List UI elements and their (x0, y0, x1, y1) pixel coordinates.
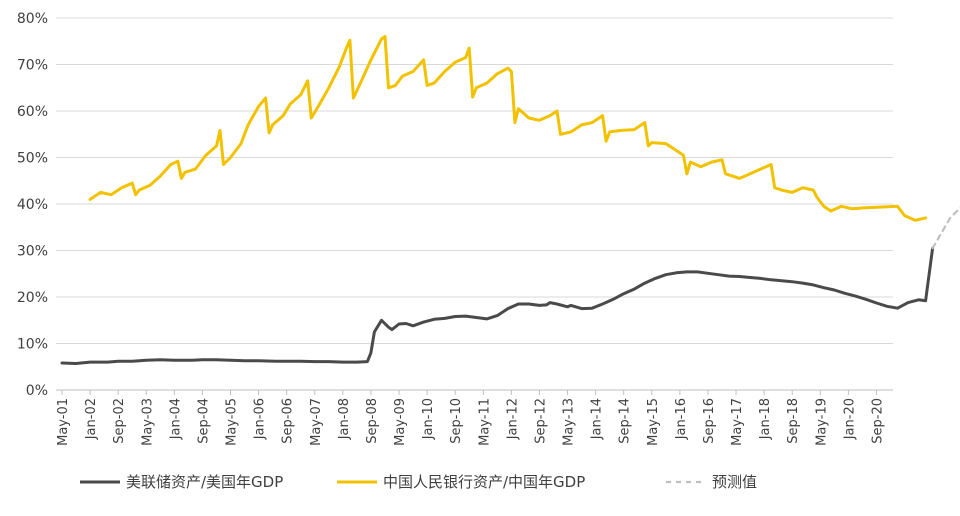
x-tick-label: Sep-08 (365, 398, 380, 444)
x-tick-label: May-07 (309, 398, 324, 446)
y-tick-label: 60% (17, 104, 48, 120)
x-tick-label: Sep-14 (618, 398, 633, 444)
gridlines (56, 17, 893, 391)
y-tick-label: 70% (17, 58, 48, 74)
x-tick-label: May-09 (393, 398, 408, 446)
legend: 美联储资产/美国年GDP 中国人民银行资产/中国年GDP 预测值 (80, 473, 757, 491)
x-tick-label: Sep-04 (196, 398, 211, 444)
x-tick-label: Sep-10 (449, 398, 464, 444)
x-tick-label: May-03 (140, 398, 155, 446)
x-tick-label: Sep-12 (533, 398, 548, 444)
x-axis (61, 390, 877, 395)
y-tick-label: 20% (17, 290, 48, 306)
x-tick-label: May-01 (56, 398, 71, 446)
x-tick-label: May-19 (814, 398, 829, 446)
x-tick-label: Sep-18 (786, 398, 801, 444)
y-tick-label: 0% (26, 383, 48, 399)
y-tick-label: 80% (17, 11, 48, 27)
x-tick-label: Jan-10 (421, 398, 436, 440)
legend-label-0: 美联储资产/美国年GDP (126, 473, 283, 491)
x-tick-label: Jan-06 (253, 398, 268, 440)
x-tick-label: Jan-02 (84, 398, 99, 440)
x-tick-label: May-13 (562, 398, 577, 446)
x-tick-label: May-11 (477, 398, 492, 446)
legend-label-2: 预测值 (712, 473, 757, 491)
series-lines (60, 35, 960, 365)
x-tick-label: Jan-14 (590, 398, 605, 440)
legend-label-1: 中国人民银行资产/中国年GDP (383, 473, 585, 491)
y-tick-label: 50% (17, 151, 48, 167)
x-tick-label: Sep-02 (112, 398, 127, 444)
x-tick-label: Sep-06 (281, 398, 296, 444)
x-tick-label: Jan-04 (168, 398, 183, 440)
y-tick-label: 30% (17, 244, 48, 260)
y-tick-label: 10% (17, 337, 48, 353)
series-line-1 (88, 35, 928, 222)
y-axis-tick-labels: 0% 10% 20% 30% 40% 50% 60% 70% 80% (17, 11, 48, 399)
x-tick-label: Sep-20 (870, 398, 885, 444)
x-tick-label: Jan-16 (674, 398, 689, 440)
series-line-2 (931, 206, 960, 250)
x-tick-label: May-15 (646, 398, 661, 446)
series-line-0 (60, 246, 935, 365)
x-tick-label: Jan-08 (337, 398, 352, 440)
x-tick-label: May-17 (730, 398, 745, 446)
y-tick-label: 40% (17, 197, 48, 213)
x-axis-tick-labels: May-01 Jan-02 Sep-02 May-03 Jan-04 Sep-04 May-… (56, 398, 885, 446)
x-tick-label: Jan-12 (505, 398, 520, 440)
x-tick-label: May-05 (225, 398, 240, 446)
x-tick-label: Jan-18 (758, 398, 773, 440)
x-tick-label: Sep-16 (702, 398, 717, 444)
x-tick-label: Jan-20 (842, 398, 857, 440)
